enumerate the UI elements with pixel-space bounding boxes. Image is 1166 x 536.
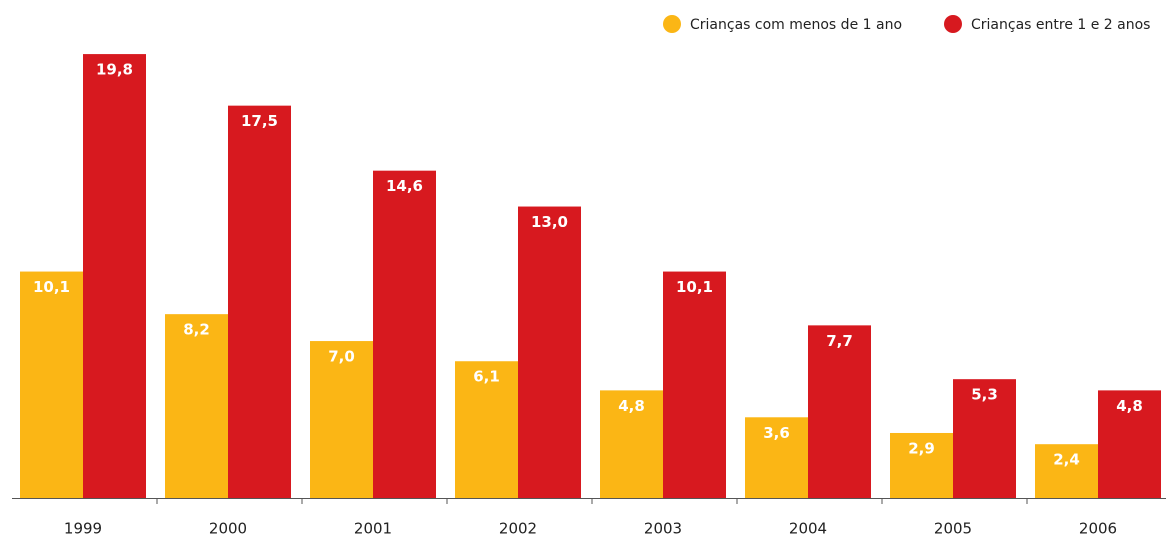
- bar: [1035, 444, 1098, 498]
- bar: [808, 325, 871, 498]
- value-label: 14,6: [386, 177, 423, 195]
- value-label: 7,7: [826, 332, 853, 350]
- value-label: 4,8: [1116, 397, 1143, 415]
- value-label: 4,8: [618, 397, 645, 415]
- value-label: 19,8: [96, 61, 133, 79]
- bar: [310, 341, 373, 498]
- x-tick-label: 2003: [644, 520, 682, 536]
- x-tick-label: 2005: [934, 520, 972, 536]
- value-label: 10,1: [676, 278, 713, 296]
- value-label: 3,6: [763, 424, 790, 442]
- bar: [165, 314, 228, 498]
- value-label: 17,5: [241, 112, 278, 130]
- value-label: 2,4: [1053, 451, 1080, 469]
- bar: [455, 361, 518, 498]
- x-tick-label: 2000: [209, 520, 247, 536]
- legend-swatch: [944, 15, 962, 33]
- legend-swatch: [663, 15, 681, 33]
- bar: [373, 170, 436, 498]
- x-tick-label: 2002: [499, 520, 537, 536]
- legend-label: Crianças entre 1 e 2 anos: [971, 17, 1150, 33]
- value-label: 5,3: [971, 386, 998, 404]
- legend-label: Crianças com menos de 1 ano: [690, 17, 902, 33]
- x-tick-label: 1999: [64, 520, 102, 536]
- bar: [83, 54, 146, 499]
- value-label: 2,9: [908, 439, 935, 457]
- bar: [1098, 390, 1161, 498]
- bar: [600, 390, 663, 498]
- bar: [228, 105, 291, 499]
- value-label: 10,1: [33, 278, 70, 296]
- x-tick-label: 2004: [789, 520, 827, 536]
- value-label: 7,0: [328, 348, 355, 366]
- bar: [663, 271, 726, 498]
- x-tick-label: 2006: [1079, 520, 1117, 536]
- value-label: 6,1: [473, 368, 500, 386]
- x-tick-label: 2001: [354, 520, 392, 536]
- bar: [953, 379, 1016, 498]
- bar: [745, 417, 808, 498]
- value-label: 13,0: [531, 213, 568, 231]
- value-label: 8,2: [183, 321, 210, 339]
- bar: [518, 206, 581, 499]
- bar: [890, 432, 953, 498]
- bar: [20, 271, 83, 498]
